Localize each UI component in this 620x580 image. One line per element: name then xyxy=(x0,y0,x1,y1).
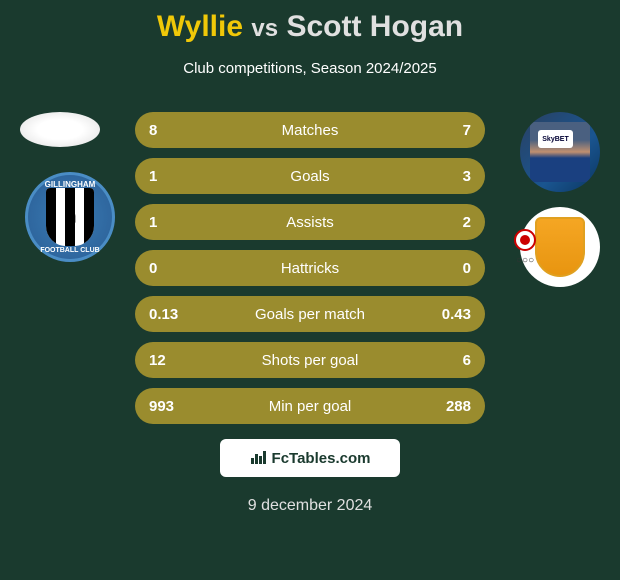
stat-label: Matches xyxy=(189,122,431,139)
stat-left-value: 0 xyxy=(149,260,189,277)
branding-text: FcTables.com xyxy=(272,450,371,467)
stat-right-value: 0 xyxy=(431,260,471,277)
stat-label: Min per goal xyxy=(189,398,431,415)
stat-row: 1 Goals 3 xyxy=(135,158,485,194)
vs-text: vs xyxy=(251,15,278,42)
stat-left-value: 0.13 xyxy=(149,306,189,323)
stat-row: 0 Hattricks 0 xyxy=(135,250,485,286)
player1-name: Wyllie xyxy=(157,10,243,43)
stat-row: 993 Min per goal 288 xyxy=(135,388,485,424)
horse-icon xyxy=(62,202,82,230)
stat-row: 8 Matches 7 xyxy=(135,112,485,148)
stat-row: 12 Shots per goal 6 xyxy=(135,342,485,378)
fctables-branding: FcTables.com xyxy=(220,439,400,477)
stat-right-value: 2 xyxy=(431,214,471,231)
stat-row: 1 Assists 2 xyxy=(135,204,485,240)
chart-icon xyxy=(250,449,266,468)
comparison-title: Wyllie vs Scott Hogan xyxy=(0,0,620,44)
stat-right-value: 0.43 xyxy=(431,306,471,323)
content-area: GILLINGHAM FOOTBALL CLUB SkyBET xyxy=(0,112,620,515)
stat-left-value: 1 xyxy=(149,214,189,231)
stat-left-value: 8 xyxy=(149,122,189,139)
badge-text-bottom: FOOTBALL CLUB xyxy=(40,247,99,254)
stats-table: 8 Matches 7 1 Goals 3 1 Assists 2 0 Hatt… xyxy=(135,112,485,424)
player1-avatar xyxy=(20,112,100,147)
stat-label: Assists xyxy=(189,214,431,231)
stat-label: Shots per goal xyxy=(189,352,431,369)
stat-label: Goals per match xyxy=(189,306,431,323)
subtitle: Club competitions, Season 2024/2025 xyxy=(0,60,620,77)
stat-right-value: 288 xyxy=(431,398,471,415)
stat-right-value: 3 xyxy=(431,168,471,185)
stat-left-value: 12 xyxy=(149,352,189,369)
player1-club-badge: GILLINGHAM FOOTBALL CLUB xyxy=(25,172,115,272)
date-text: 9 december 2024 xyxy=(0,497,620,515)
stat-label: Goals xyxy=(189,168,431,185)
player2-name: Scott Hogan xyxy=(286,10,463,43)
player2-club-badge: ○○○ xyxy=(520,207,600,287)
player2-avatar: SkyBET xyxy=(520,112,600,192)
stat-left-value: 1 xyxy=(149,168,189,185)
stat-label: Hattricks xyxy=(189,260,431,277)
stat-left-value: 993 xyxy=(149,398,189,415)
stat-right-value: 6 xyxy=(431,352,471,369)
skybet-badge: SkyBET xyxy=(538,130,573,148)
stat-row: 0.13 Goals per match 0.43 xyxy=(135,296,485,332)
stat-right-value: 7 xyxy=(431,122,471,139)
